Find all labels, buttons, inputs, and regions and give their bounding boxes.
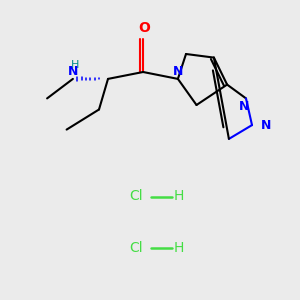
Text: H: H (71, 60, 80, 70)
Text: Cl: Cl (130, 190, 143, 203)
Text: N: N (239, 100, 250, 113)
Text: H: H (173, 190, 184, 203)
Text: H: H (173, 241, 184, 254)
Text: O: O (138, 21, 150, 35)
Text: Cl: Cl (130, 241, 143, 254)
Text: N: N (68, 65, 78, 78)
Text: N: N (260, 118, 271, 132)
Text: N: N (173, 65, 183, 78)
